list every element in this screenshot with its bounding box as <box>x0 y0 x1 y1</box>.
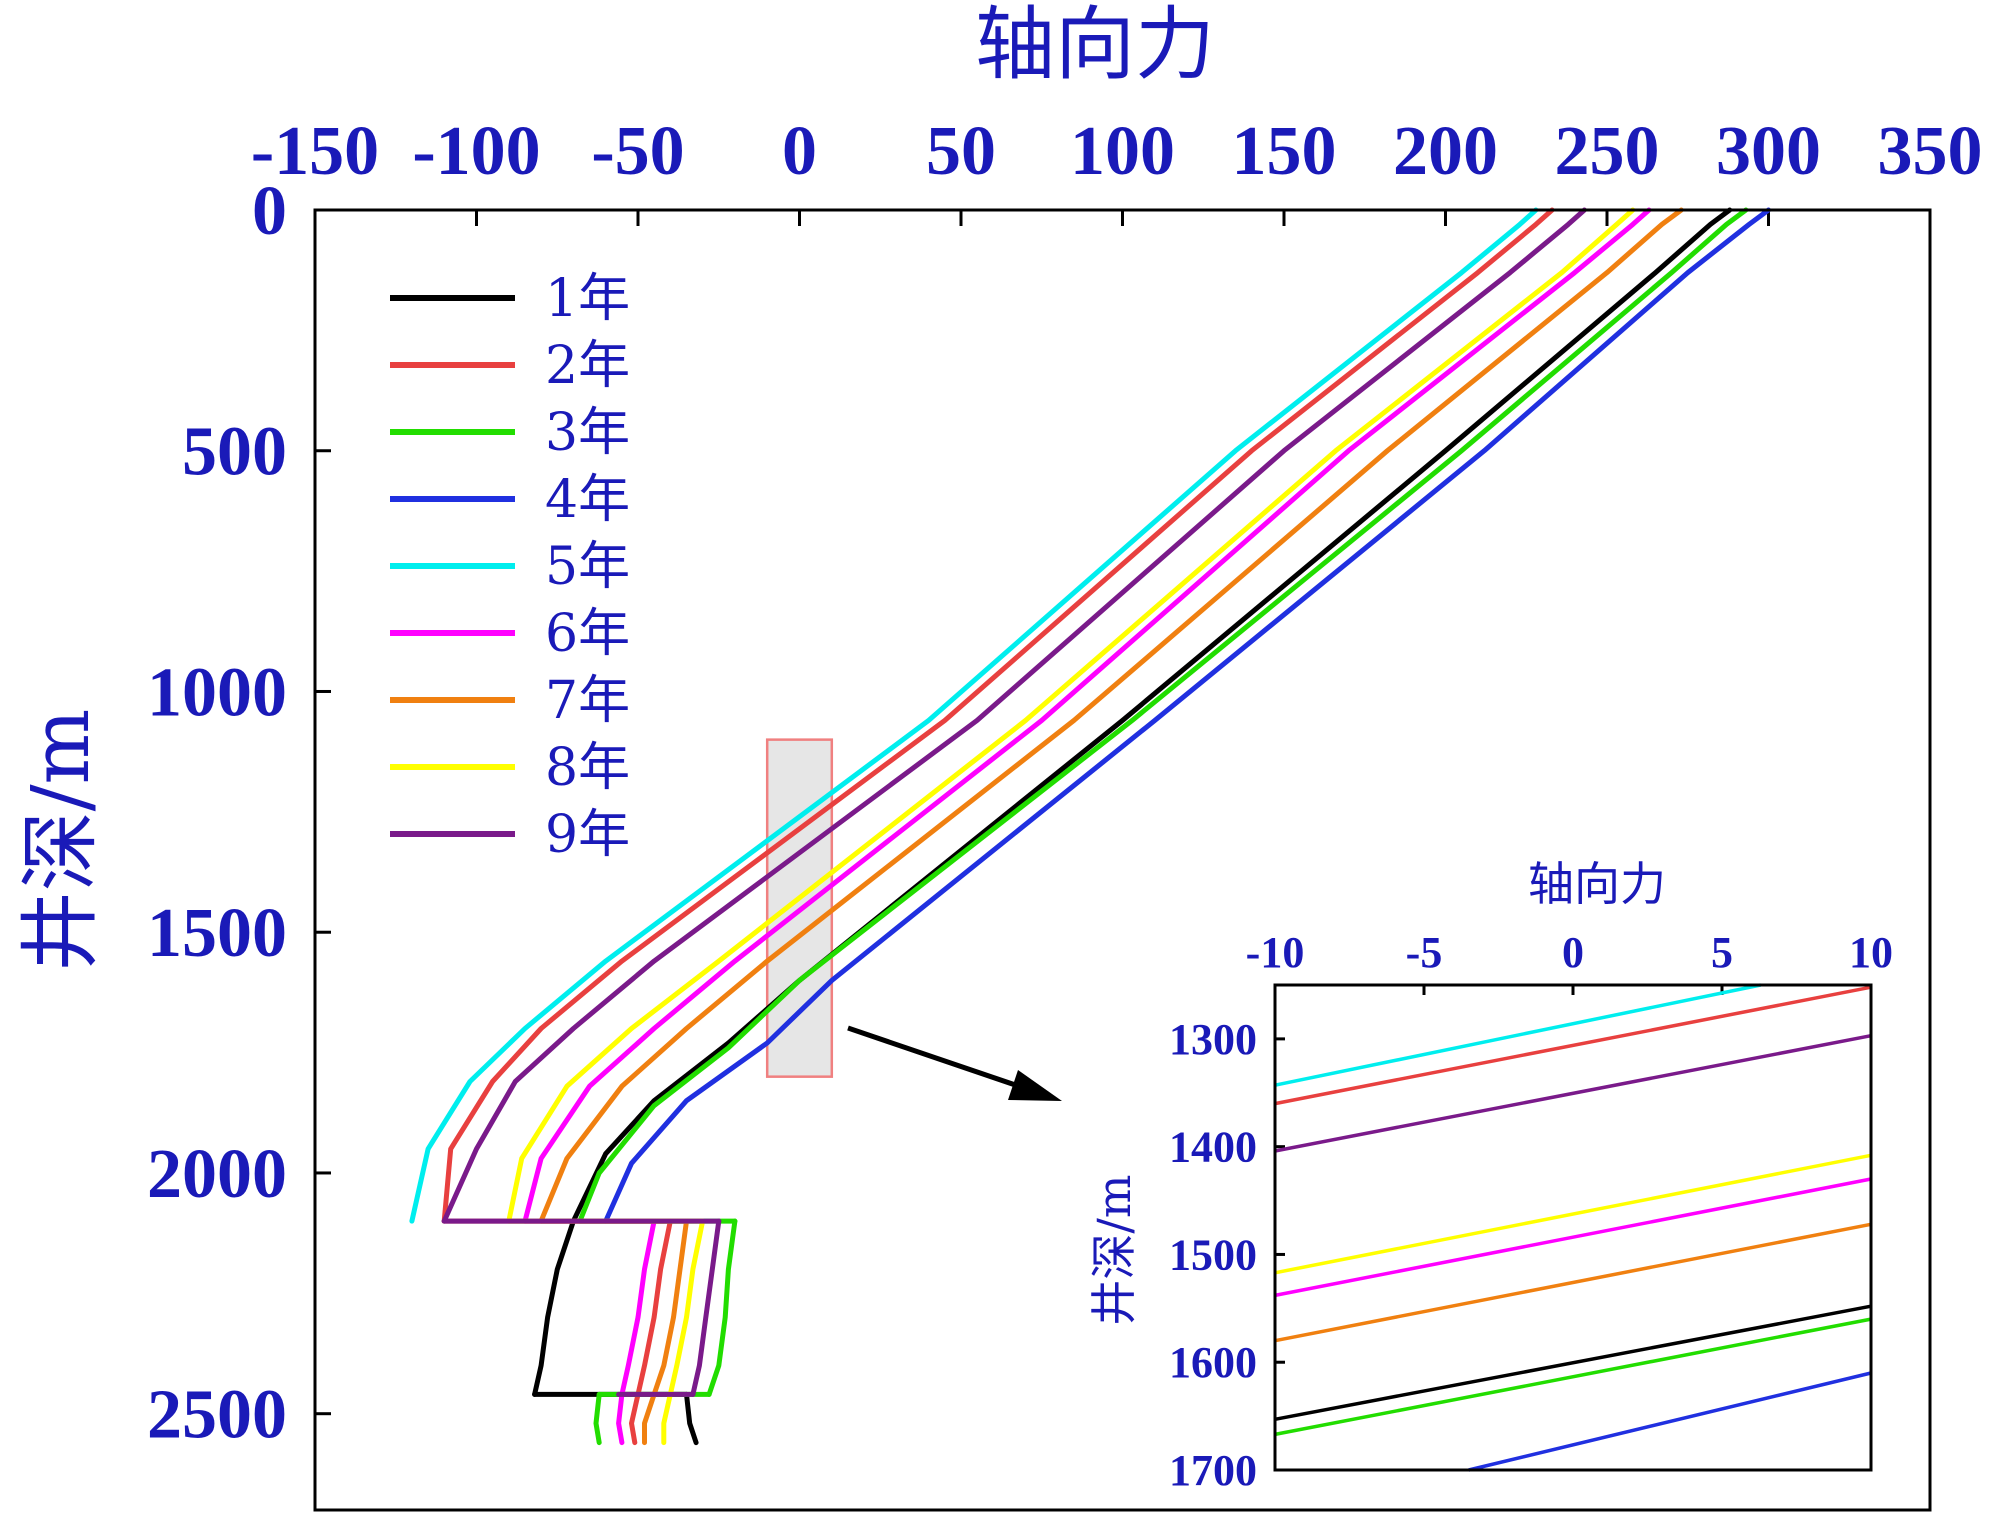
y-tick-label: 1600 <box>1169 1338 1257 1387</box>
series-line-3 <box>593 1391 602 1446</box>
x-tick-label: -150 <box>251 113 379 190</box>
legend: 1年 2年 3年 4年 5年 6年 7年 8年 9年 <box>390 269 630 865</box>
main-plot-frame <box>313 208 1932 1512</box>
y-tick-label: 2000 <box>147 1136 287 1213</box>
inset-plot-frame <box>1273 983 1873 1472</box>
inset-series-line-6 <box>1274 1222 1872 1343</box>
main-series-group <box>409 207 1771 1446</box>
x-tick-label: -100 <box>412 113 540 190</box>
inset-series-line-3 <box>1274 1033 1872 1153</box>
y-tick-label: 500 <box>182 414 287 491</box>
x-tick-label: -50 <box>591 113 684 190</box>
series-line-1 <box>570 207 1733 1224</box>
zoom-arrow-head <box>1008 1070 1062 1101</box>
x-tick-label: 5 <box>1711 928 1733 977</box>
y-tick-label: 2500 <box>147 1377 287 1454</box>
series-line-9 <box>690 1218 722 1397</box>
series-line-8 <box>661 1391 673 1446</box>
inset-plot: 轴向力 井深/m -10 -5 0 5 10 1300 1400 1500 1600 1700 <box>1087 857 1893 1495</box>
y-tick-label: 1300 <box>1169 1015 1257 1064</box>
legend-label: 4年 <box>545 470 630 530</box>
series-line-8 <box>506 207 1636 1224</box>
legend-label: 3年 <box>545 403 630 463</box>
x-tick-label: 0 <box>1562 928 1584 977</box>
x-tick-label: 10 <box>1849 928 1893 977</box>
inset-series-line-1 <box>1274 983 1762 1087</box>
y-tick-label: 1700 <box>1169 1446 1257 1495</box>
series-line-7 <box>651 1218 689 1397</box>
inset-series-line-5 <box>1274 1177 1872 1298</box>
series-line-3 <box>706 1218 738 1397</box>
legend-label: 5年 <box>545 537 630 597</box>
main-x-axis-title: 轴向力 <box>975 0 1215 91</box>
x-tick-label: 50 <box>926 113 996 190</box>
x-tick-label: -10 <box>1246 928 1305 977</box>
legend-label: 7年 <box>545 671 630 731</box>
inset-background <box>1272 982 1870 1472</box>
series-line-7 <box>642 1391 657 1446</box>
x-tick-label: 0 <box>782 113 817 190</box>
inset-y-axis-title: 井深/m <box>1087 1174 1141 1325</box>
main-plot: 轴向力 井深/m -150 -100 -50 0 50 100 150 200 250 300 35… <box>14 0 1983 1512</box>
zoom-arrow-shaft <box>847 1025 1031 1093</box>
inset-series-group <box>1274 983 1872 1472</box>
series-line-6 <box>616 1391 625 1446</box>
legend-label: 8年 <box>545 738 630 798</box>
series-line-4 <box>603 207 1771 1224</box>
series-line-2 <box>629 1391 641 1446</box>
inset-series-line-9 <box>1468 1371 1872 1472</box>
series-line-5 <box>409 207 1539 1224</box>
legend-label: 2年 <box>545 336 630 396</box>
inset-series-line-2 <box>1274 985 1872 1106</box>
inset-series-line-4 <box>1274 1153 1872 1275</box>
x-tick-label: 300 <box>1716 113 1821 190</box>
series-line-9 <box>441 207 1587 1224</box>
series-line-2 <box>441 207 1555 1224</box>
series-line-6 <box>522 207 1652 1224</box>
inset-x-axis-title: 轴向力 <box>1528 857 1666 911</box>
x-tick-label: 350 <box>1878 113 1983 190</box>
y-tick-label: 1000 <box>147 654 287 731</box>
series-line-6 <box>619 1218 657 1397</box>
y-tick-label: 0 <box>252 173 287 250</box>
inset-series-line-7 <box>1274 1304 1872 1422</box>
y-tick-label: 1500 <box>1169 1230 1257 1279</box>
series-line-3 <box>577 207 1749 1224</box>
x-tick-label: 150 <box>1232 113 1337 190</box>
series-line-1 <box>532 1218 576 1397</box>
inset-axis-ticks: -10 -5 0 5 10 1300 1400 1500 1600 1700 <box>1169 928 1893 1495</box>
series-line-7 <box>538 207 1684 1224</box>
y-tick-label: 1500 <box>147 895 287 972</box>
inset-series-line-8 <box>1274 1317 1872 1437</box>
x-tick-label: -5 <box>1406 928 1443 977</box>
series-line-2 <box>635 1218 673 1397</box>
x-tick-label: 200 <box>1393 113 1498 190</box>
main-y-axis-title: 井深/m <box>14 709 107 972</box>
main-axis-ticks: -150 -100 -50 0 50 100 150 200 250 300 35005001000… <box>147 113 1983 1454</box>
x-tick-label: 250 <box>1555 113 1660 190</box>
series-line-8 <box>667 1218 706 1397</box>
y-tick-label: 1400 <box>1169 1123 1257 1172</box>
legend-label: 1年 <box>545 269 630 329</box>
x-tick-label: 100 <box>1070 113 1175 190</box>
series-line-1 <box>684 1391 699 1446</box>
legend-label: 9年 <box>545 805 630 865</box>
legend-label: 6年 <box>545 604 630 664</box>
